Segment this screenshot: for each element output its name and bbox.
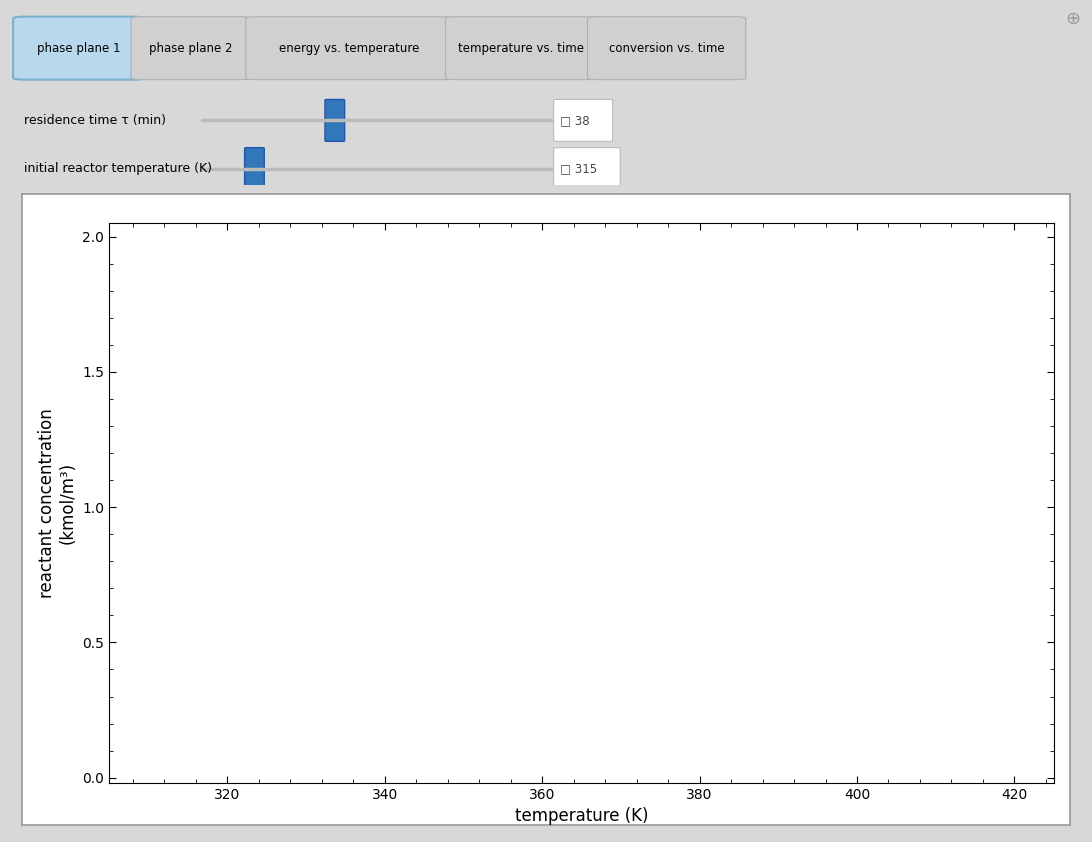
- Text: conversion vs. time: conversion vs. time: [609, 41, 724, 55]
- FancyBboxPatch shape: [554, 147, 620, 189]
- Text: energy vs. temperature: energy vs. temperature: [280, 41, 419, 55]
- Y-axis label: reactant concentration
(kmol/m³): reactant concentration (kmol/m³): [38, 408, 76, 598]
- X-axis label: temperature (K): temperature (K): [514, 807, 649, 825]
- Text: initial reactor temperature (K): initial reactor temperature (K): [24, 162, 212, 175]
- Text: residence time τ (min): residence time τ (min): [24, 114, 166, 127]
- FancyBboxPatch shape: [13, 17, 144, 80]
- Text: ⊕: ⊕: [1066, 9, 1081, 28]
- FancyBboxPatch shape: [587, 17, 746, 80]
- Text: phase plane 2: phase plane 2: [150, 41, 233, 55]
- Text: □ 315: □ 315: [560, 162, 597, 175]
- FancyBboxPatch shape: [325, 99, 345, 141]
- FancyBboxPatch shape: [246, 17, 453, 80]
- Text: phase plane 1: phase plane 1: [37, 41, 120, 55]
- FancyBboxPatch shape: [245, 147, 264, 189]
- FancyBboxPatch shape: [446, 17, 596, 80]
- FancyBboxPatch shape: [554, 99, 613, 141]
- Text: □ 38: □ 38: [560, 114, 590, 127]
- FancyBboxPatch shape: [131, 17, 251, 80]
- Text: temperature vs. time: temperature vs. time: [458, 41, 584, 55]
